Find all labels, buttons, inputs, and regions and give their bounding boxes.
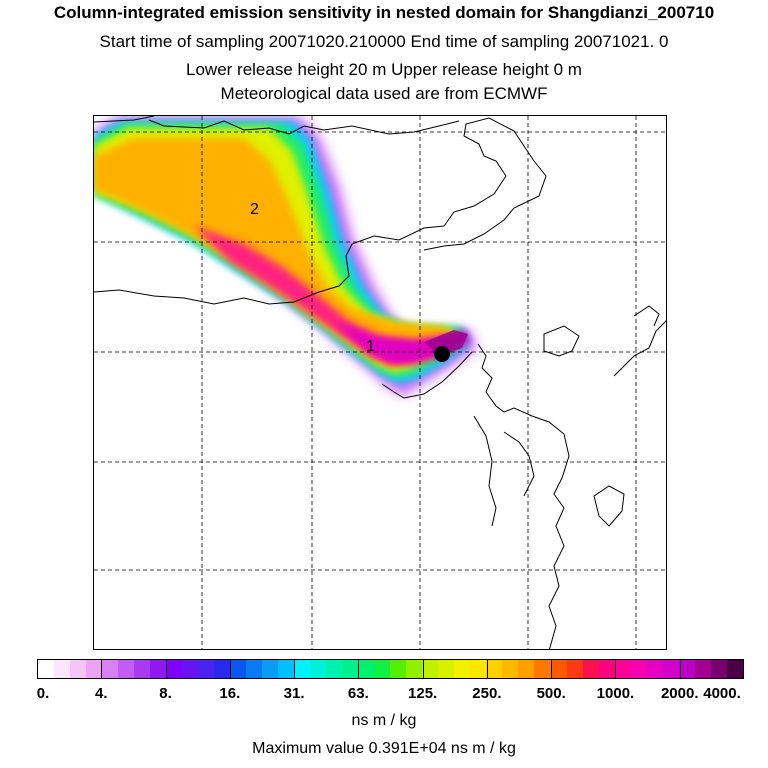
colorbar-divider: [422, 659, 424, 679]
colorbar-cell: [566, 660, 583, 678]
colorbar-cell: [646, 660, 663, 678]
colorbar-tick-label: 1000.: [596, 685, 635, 702]
colorbar-tick-label: 16.: [219, 685, 241, 702]
map-frame: 2 1: [93, 115, 667, 650]
map-canvas: 2 1: [94, 116, 666, 649]
colorbar-unit: ns m / kg: [351, 712, 417, 729]
colorbar-cell: [422, 660, 439, 678]
colorbar-tick-label: 2000.: [660, 685, 699, 702]
colorbar-cell: [630, 660, 647, 678]
colorbar-cell: [582, 660, 599, 678]
colorbar-cell: [310, 660, 327, 678]
graticule: [94, 116, 666, 649]
colorbar-divider: [294, 659, 296, 679]
colorbar-cell: [134, 660, 151, 678]
colorbar-tick-label: 63.: [347, 685, 369, 702]
colorbar-cell: [534, 660, 551, 678]
colorbar-divider: [551, 659, 553, 679]
colorbar-tick-label: 31.: [283, 685, 305, 702]
colorbar-cell: [614, 660, 631, 678]
colorbar-cell: [342, 660, 359, 678]
colorbar-cell: [438, 660, 455, 678]
colorbar-tick-label: 8.: [159, 685, 172, 702]
release-height-line: Lower release height 20 m Upper release …: [186, 60, 582, 79]
colorbar-cell: [246, 660, 263, 678]
colorbar-cell: [694, 660, 711, 678]
colorbar-cell: [54, 660, 71, 678]
colorbar-cell: [486, 660, 503, 678]
colorbar-cell: [278, 660, 295, 678]
colorbar-divider: [165, 659, 167, 679]
colorbar-cell: [118, 660, 135, 678]
colorbar-divider: [229, 659, 231, 679]
colorbar-cell: [294, 660, 311, 678]
colorbar: [37, 659, 744, 679]
plot-title: Column-integrated emission sensitivity i…: [53, 3, 715, 22]
colorbar-tick-label: 0.: [36, 685, 50, 702]
colorbar-cell: [230, 660, 247, 678]
colorbar-cell: [38, 660, 55, 678]
sampling-time-line: Start time of sampling 20071020.210000 E…: [99, 32, 669, 51]
colorbar-cell: [182, 660, 199, 678]
colorbar-tick-label: 500.: [536, 685, 566, 702]
met-data-line: Meteorological data used are from ECMWF: [220, 84, 548, 103]
colorbar-divider: [615, 659, 617, 679]
colorbar-cell: [358, 660, 375, 678]
colorbar-cell: [678, 660, 695, 678]
sensitivity-plume: [94, 116, 477, 396]
colorbar-cell: [550, 660, 567, 678]
plume-label-1: 1: [366, 338, 375, 355]
colorbar-cell: [390, 660, 407, 678]
coastlines: [94, 116, 666, 649]
colorbar-divider: [358, 659, 360, 679]
colorbar-cell: [214, 660, 231, 678]
colorbar-cell: [454, 660, 471, 678]
station-marker: [434, 346, 450, 362]
colorbar-divider: [486, 659, 488, 679]
colorbar-cell: [726, 660, 743, 678]
colorbar-cell: [406, 660, 423, 678]
colorbar-tick-label: 4000.: [703, 685, 741, 702]
plume-label-2: 2: [250, 201, 259, 218]
colorbar-cell: [326, 660, 343, 678]
colorbar-cell: [598, 660, 615, 678]
colorbar-cell: [166, 660, 183, 678]
colorbar-cell: [662, 660, 679, 678]
colorbar-divider: [679, 659, 681, 679]
colorbar-tick-label: 250.: [472, 685, 502, 702]
colorbar-cell: [102, 660, 119, 678]
colorbar-cell: [502, 660, 519, 678]
colorbar-cell: [86, 660, 103, 678]
colorbar-divider: [101, 659, 103, 679]
colorbar-cell: [470, 660, 487, 678]
colorbar-tick-label: 125.: [408, 685, 438, 702]
colorbar-tick-label: 4.: [95, 685, 108, 702]
colorbar-cell: [710, 660, 727, 678]
colorbar-cell: [70, 660, 87, 678]
colorbar-cell: [262, 660, 279, 678]
maximum-value: Maximum value 0.391E+04 ns m / kg: [252, 740, 516, 757]
colorbar-cell: [374, 660, 391, 678]
colorbar-cell: [518, 660, 535, 678]
colorbar-cell: [150, 660, 167, 678]
colorbar-cell: [198, 660, 215, 678]
